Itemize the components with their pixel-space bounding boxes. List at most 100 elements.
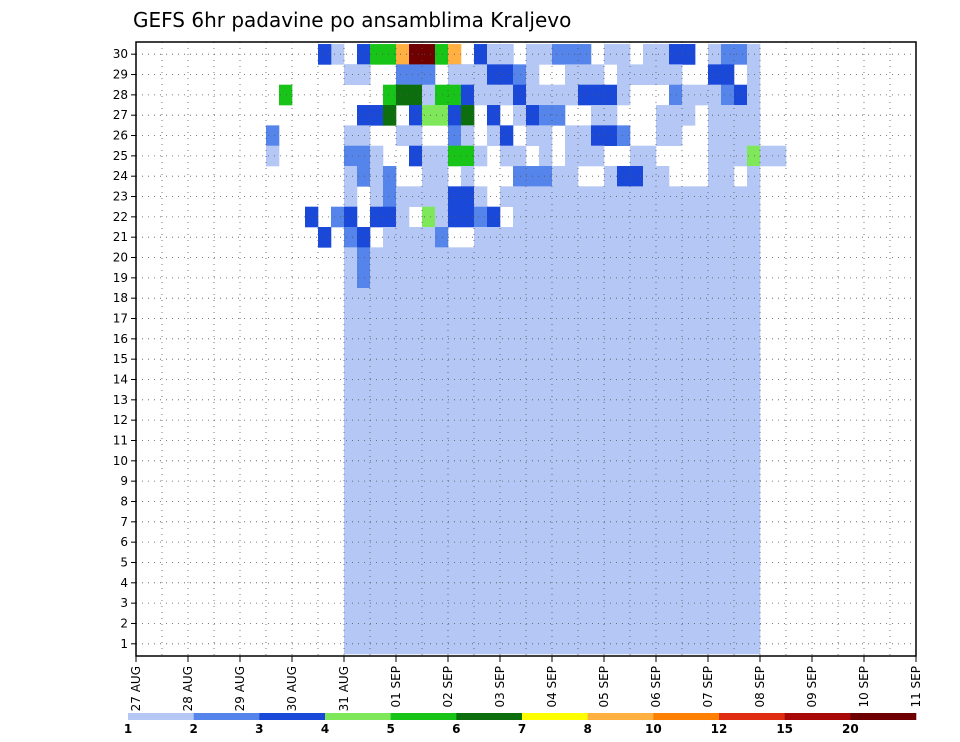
heatmap-cell <box>708 44 722 65</box>
heatmap-cell <box>461 206 475 228</box>
heatmap-cell <box>630 592 644 614</box>
heatmap-cell <box>474 592 488 614</box>
heatmap-cell <box>435 247 449 268</box>
heatmap-cell <box>630 572 644 594</box>
heatmap-cell <box>513 511 527 533</box>
heatmap-cell <box>695 389 709 411</box>
heatmap-cell <box>422 430 436 451</box>
heatmap-cell <box>734 511 748 533</box>
heatmap-cell <box>708 430 722 451</box>
heatmap-cell <box>513 389 527 411</box>
heatmap-cell <box>578 186 592 207</box>
heatmap-cell <box>708 409 722 431</box>
heatmap-cell <box>487 84 501 106</box>
x-tick-label: 06 SEP <box>649 666 663 708</box>
y-tick-label: 2 <box>120 616 128 630</box>
heatmap-cell <box>578 227 592 248</box>
colorbar-label: 6 <box>452 722 460 736</box>
heatmap-cell <box>591 633 605 655</box>
heatmap-cell <box>591 531 605 553</box>
heatmap-cell <box>383 633 397 655</box>
heatmap-cell <box>747 511 761 533</box>
heatmap-cell <box>721 572 735 594</box>
plot-frame <box>135 41 917 657</box>
heatmap-cell <box>357 389 371 411</box>
heatmap-cell <box>708 288 722 309</box>
y-tick-label: 6 <box>120 535 128 549</box>
heatmap-cell <box>409 84 423 106</box>
heatmap-cell <box>539 470 553 492</box>
heatmap-cell <box>435 552 449 573</box>
heatmap-cell <box>383 572 397 594</box>
colorbar-label: 15 <box>776 722 793 736</box>
heatmap-cell <box>565 288 579 309</box>
heatmap-cell <box>747 613 761 634</box>
heatmap-cell <box>630 267 644 289</box>
heatmap-cell <box>630 206 644 228</box>
heatmap-cell <box>474 633 488 655</box>
heatmap-cell <box>487 227 501 248</box>
heatmap-cell <box>578 430 592 451</box>
heatmap-cell <box>474 206 488 228</box>
colorbar-segment <box>456 713 523 720</box>
heatmap-cell <box>422 491 436 512</box>
heatmap-cell <box>461 409 475 431</box>
y-axis-ticks: 1234567891011121314151617181920212223242… <box>113 47 136 651</box>
heatmap-cell <box>565 430 579 451</box>
heatmap-cell <box>461 166 475 187</box>
heatmap-cell <box>630 552 644 573</box>
heatmap-cell <box>344 125 358 146</box>
heatmap-cell <box>591 369 605 390</box>
heatmap-cell <box>747 369 761 390</box>
heatmap-cell <box>578 389 592 411</box>
heatmap-cell <box>656 389 670 411</box>
heatmap-cell <box>734 125 748 146</box>
heatmap-cell <box>383 206 397 228</box>
heatmap-cell <box>708 349 722 370</box>
heatmap-cell <box>500 572 514 594</box>
heatmap-cell <box>513 328 527 350</box>
heatmap-cell <box>669 288 683 309</box>
heatmap-cell <box>617 511 631 533</box>
heatmap-cell <box>643 267 657 289</box>
y-tick-label: 14 <box>113 372 128 386</box>
heatmap-cell <box>500 592 514 614</box>
heatmap-cell <box>656 409 670 431</box>
heatmap-cell <box>344 511 358 533</box>
heatmap-cell <box>357 572 371 594</box>
heatmap-cell <box>669 470 683 492</box>
heatmap-cell <box>344 491 358 512</box>
x-tick-label: 29 AUG <box>233 666 247 711</box>
x-tick-label: 07 SEP <box>701 666 715 708</box>
heatmap-cell <box>474 186 488 207</box>
heatmap-cell <box>513 450 527 472</box>
heatmap-cell <box>461 470 475 492</box>
heatmap-cell <box>552 592 566 614</box>
heatmap-cell <box>500 247 514 268</box>
heatmap-cell <box>552 166 566 187</box>
heatmap-cell <box>461 186 475 207</box>
heatmap-cell <box>708 592 722 614</box>
heatmap-cell <box>435 389 449 411</box>
heatmap-cell <box>643 44 657 65</box>
heatmap-cell <box>474 247 488 268</box>
heatmap-cell <box>617 186 631 207</box>
heatmap-cell <box>734 267 748 289</box>
heatmap-cell <box>669 186 683 207</box>
heatmap-cell <box>578 450 592 472</box>
heatmap-cell <box>357 511 371 533</box>
heatmap-cell <box>500 145 514 167</box>
heatmap-cell <box>383 227 397 248</box>
heatmap-cell <box>552 186 566 207</box>
heatmap-cell <box>656 450 670 472</box>
heatmap-cell <box>656 430 670 451</box>
heatmap-cell <box>552 328 566 350</box>
heatmap-cell <box>357 470 371 492</box>
colorbar-segment <box>390 713 457 720</box>
heatmap-cell <box>656 206 670 228</box>
heatmap-cell <box>344 592 358 614</box>
heatmap-cell <box>357 247 371 268</box>
heatmap-cell <box>578 206 592 228</box>
heatmap-cell <box>513 166 527 187</box>
heatmap-cell <box>357 145 371 167</box>
